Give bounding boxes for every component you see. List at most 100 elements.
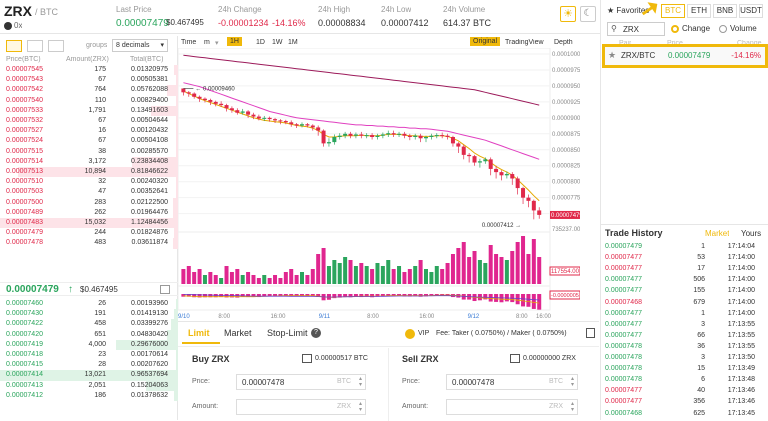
calculator-icon[interactable] (586, 328, 595, 338)
stepper-icon[interactable]: ▴ ▾ (358, 376, 362, 388)
trade-row: 0.00007478 6 17:13:48 (601, 374, 768, 385)
buy-amount-input[interactable]: ZRX ▴ ▾ (236, 399, 366, 415)
ask-row[interactable]: 0.00007479 244 0.01824876 (0, 228, 178, 239)
view-both-icon[interactable] (6, 40, 22, 52)
radio-volume[interactable] (719, 25, 727, 33)
ask-row[interactable]: 0.00007542 764 0.05762088 (0, 85, 178, 96)
ask-depth-bar (172, 238, 178, 249)
stepper-icon[interactable]: ▴ ▾ (358, 401, 362, 413)
chart-time-button[interactable]: Time (181, 39, 197, 46)
trade-history-market-tab[interactable]: Market (705, 229, 730, 238)
candle-body (467, 154, 472, 157)
favorites-tab[interactable]: ★ Favorites (607, 6, 649, 15)
bid-depth-bar (176, 350, 178, 361)
chart-1d-button[interactable]: 1D (256, 39, 265, 46)
ask-row[interactable]: 0.00007489 262 0.01964476 (0, 207, 178, 218)
ask-row[interactable]: 0.00007524 67 0.00504108 (0, 136, 178, 147)
chart-1w-button[interactable]: 1W (272, 39, 283, 46)
bid-row[interactable]: 0.00007430 191 0.01419130 (0, 309, 178, 320)
market-tab-usdt[interactable]: USDT (739, 4, 763, 18)
chevron-down-icon[interactable]: ▾ (215, 40, 219, 47)
market-tab-eth[interactable]: ETH (687, 4, 711, 18)
view-bids-icon[interactable] (27, 40, 43, 52)
ask-amount: 764 (94, 86, 106, 94)
bid-row[interactable]: 0.00007460 26 0.00193960 (0, 299, 178, 310)
ask-row[interactable]: 0.00007540 110 0.00829400 (0, 95, 178, 106)
bid-row[interactable]: 0.00007412 186 0.01378632 (0, 390, 178, 401)
market-tab-btc[interactable]: BTC (661, 4, 685, 18)
trade-time: 17:14:00 (727, 309, 755, 317)
stepper-icon[interactable]: ▴ ▾ (570, 401, 574, 413)
low-value: 0.00007412 (381, 18, 429, 28)
help-icon[interactable]: ? (311, 328, 321, 338)
moon-theme-icon[interactable]: ☾ (580, 6, 596, 22)
chart-original-button[interactable]: Original (470, 37, 501, 46)
bars-icon[interactable] (160, 285, 170, 294)
radio-change[interactable] (671, 25, 679, 33)
trade-price: 0.00007477 (605, 287, 642, 295)
chart-tradingview-button[interactable]: TradingView (505, 39, 544, 46)
ask-row[interactable]: 0.00007483 15,032 1.12484456 (0, 218, 178, 229)
candle-body (229, 108, 234, 111)
bid-row[interactable]: 0.00007419 4,000 0.29676000 (0, 339, 178, 350)
candle-body (316, 127, 321, 131)
ask-row[interactable]: 0.00007527 16 0.00120432 (0, 126, 178, 137)
bid-depth-bar (176, 299, 178, 310)
ask-row[interactable]: 0.00007510 32 0.00240320 (0, 177, 178, 188)
market-row-zrx-btc[interactable]: ★ ZRX/BTC 0.00007479 -14.16% (602, 44, 768, 68)
sell-amount-input[interactable]: ZRX ▴ ▾ (446, 399, 578, 415)
bid-row[interactable]: 0.00007420 651 0.04830420 (0, 329, 178, 340)
last-price-tag: 0.00007479 (551, 213, 580, 219)
groups-select[interactable]: 8 decimals ▾ (112, 39, 168, 52)
ask-row[interactable]: 0.00007545 175 0.01320975 (0, 65, 178, 76)
ask-row[interactable]: 0.00007515 38 0.00285570 (0, 146, 178, 157)
bid-row[interactable]: 0.00007415 28 0.00207620 (0, 360, 178, 371)
bid-amount: 28 (98, 361, 106, 369)
ask-row[interactable]: 0.00007543 67 0.00505381 (0, 75, 178, 86)
trade-history-yours-tab[interactable]: Yours (741, 229, 762, 238)
sell-price-input[interactable]: 0.00007478 BTC ▴ ▾ (446, 374, 578, 390)
market-row-price: 0.00007479 (668, 51, 711, 60)
bid-row[interactable]: 0.00007414 13,021 0.96537694 (0, 370, 178, 381)
market-row-pair: ZRX/BTC (621, 51, 656, 60)
sun-theme-icon[interactable]: ☀ (560, 6, 576, 22)
stepper-icon[interactable]: ▴ ▾ (570, 376, 574, 388)
bid-row[interactable]: 0.00007422 458 0.03399276 (0, 319, 178, 330)
volume-bar (202, 275, 207, 284)
tab-limit[interactable]: Limit (188, 328, 210, 338)
ask-row[interactable]: 0.00007500 283 0.02122500 (0, 197, 178, 208)
star-icon[interactable]: ★ (608, 50, 617, 60)
high-marker: ← 0.00009460 (195, 86, 235, 92)
ask-amount: 175 (94, 66, 106, 73)
market-tab-bnb[interactable]: BNB (713, 4, 737, 18)
tab-stop-limit[interactable]: Stop-Limit (267, 328, 308, 338)
ask-row[interactable]: 0.00007533 1,791 0.13491603 (0, 105, 178, 116)
chart-depth-button[interactable]: Depth (554, 39, 573, 46)
macd-bar (310, 294, 315, 297)
bids-list: 0.00007460 26 0.00193960 0.00007430 191 0.014… (0, 299, 178, 419)
ask-row[interactable]: 0.00007478 483 0.03611874 (0, 238, 178, 249)
view-asks-icon[interactable] (48, 40, 64, 52)
ask-row[interactable]: 0.00007532 67 0.00504644 (0, 116, 178, 127)
market-search-input[interactable]: ⚲ ZRX (607, 22, 665, 36)
trade-row: 0.00007477 155 17:14:00 (601, 285, 768, 296)
volume-bar (488, 245, 493, 284)
chart-1m-button[interactable]: 1M (288, 39, 298, 46)
volume-bar (229, 272, 234, 284)
chart-1h-button[interactable]: 1H (227, 37, 242, 46)
tab-market[interactable]: Market (224, 328, 252, 338)
buy-price-input[interactable]: 0.00007478 BTC ▴ ▾ (236, 374, 366, 390)
ask-price: 0.00007503 (6, 188, 43, 196)
macd-bar (348, 294, 353, 298)
bid-depth-bar (145, 380, 178, 391)
ask-row[interactable]: 0.00007503 47 0.00352641 (0, 187, 178, 198)
bid-price: 0.00007460 (6, 300, 43, 307)
chart-minutes-button[interactable]: m (204, 39, 210, 46)
bid-row[interactable]: 0.00007418 23 0.00170614 (0, 350, 178, 361)
ask-row[interactable]: 0.00007513 10,894 0.81846622 (0, 167, 178, 178)
ask-row[interactable]: 0.00007514 3,172 0.23834408 (0, 156, 178, 167)
trade-price: 0.00007477 (605, 398, 642, 406)
bid-row[interactable]: 0.00007413 2,051 0.15204063 (0, 380, 178, 391)
candle-body (537, 210, 542, 215)
